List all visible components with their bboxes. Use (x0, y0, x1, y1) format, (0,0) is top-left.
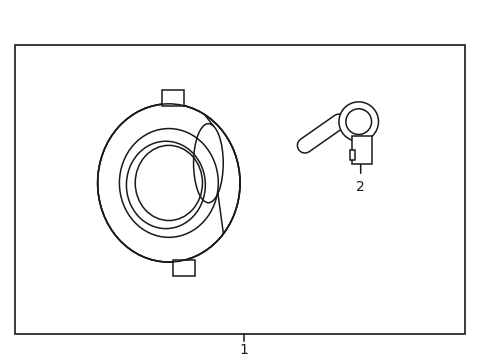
Bar (162, 90, 183, 106)
Ellipse shape (98, 104, 240, 262)
Polygon shape (204, 114, 223, 234)
Bar (15, 45, 464, 334)
Text: 1: 1 (239, 343, 248, 357)
Bar (172, 260, 194, 276)
Bar (349, 150, 354, 160)
Ellipse shape (338, 102, 378, 141)
Ellipse shape (193, 123, 223, 203)
Text: 2: 2 (356, 180, 365, 194)
Bar (351, 136, 371, 164)
